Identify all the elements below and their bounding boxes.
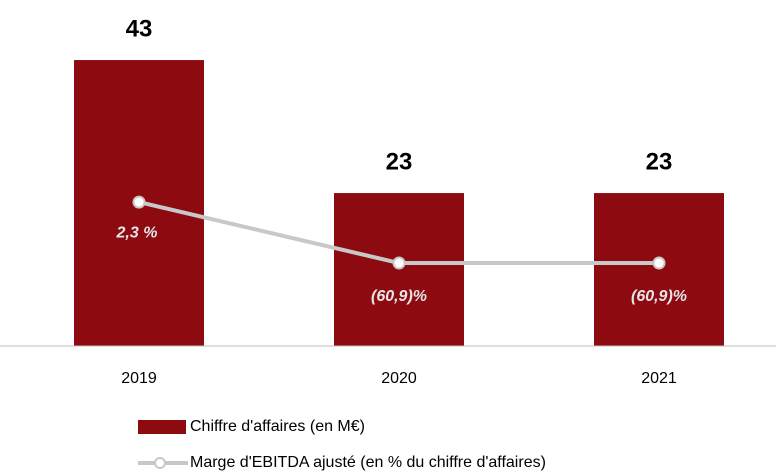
line-value-label: (60,9)% xyxy=(631,288,687,305)
bar xyxy=(334,193,464,346)
legend-marker xyxy=(154,457,166,469)
line-value-label: 2,3 % xyxy=(116,224,158,241)
x-tick-label: 2021 xyxy=(641,370,677,387)
legend-label: Chiffre d'affaires (en M€) xyxy=(190,418,365,435)
x-tick-label: 2019 xyxy=(121,370,157,387)
line-point xyxy=(392,256,406,270)
line-value-label: (60,9)% xyxy=(371,288,427,305)
legend-swatch xyxy=(138,420,186,434)
line-point xyxy=(652,256,666,270)
bar-value-label: 23 xyxy=(646,148,673,175)
x-tick-label: 2020 xyxy=(381,370,417,387)
line-point xyxy=(132,195,146,209)
bar-value-label: 43 xyxy=(126,15,153,42)
legend-label: Marge d'EBITDA ajusté (en % du chiffre d… xyxy=(190,454,546,471)
bar xyxy=(594,193,724,346)
bar-value-label: 23 xyxy=(386,148,413,175)
